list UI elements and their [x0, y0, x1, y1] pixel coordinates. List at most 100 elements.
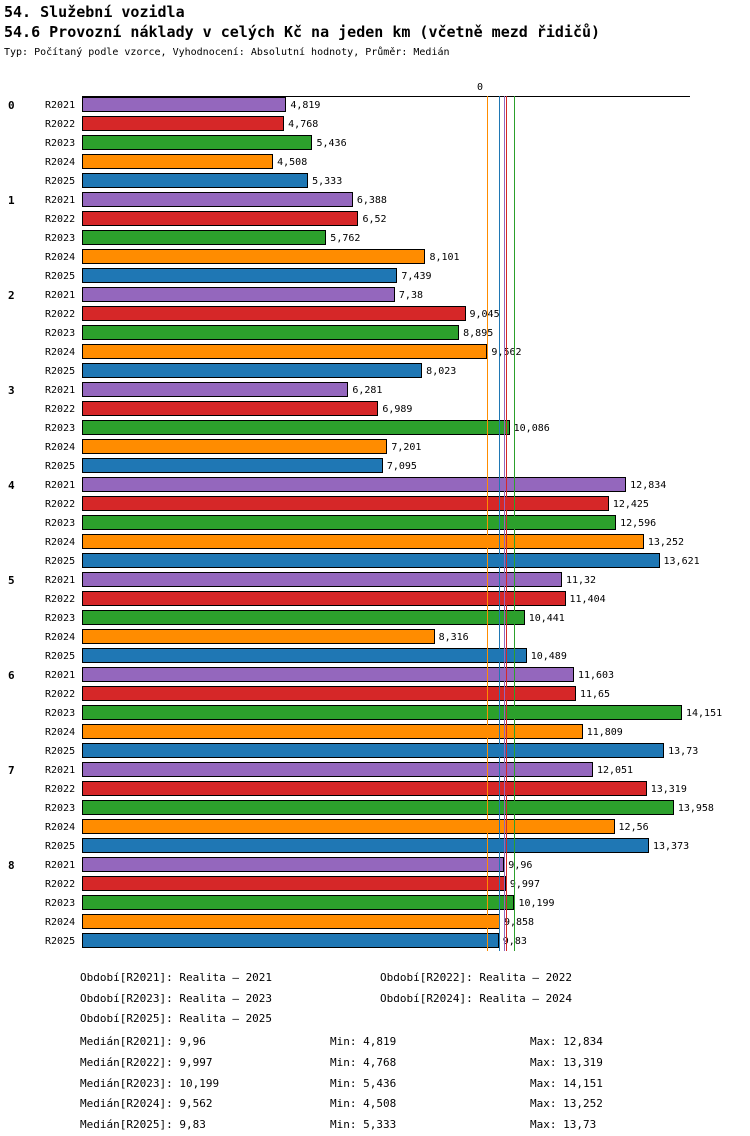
bar-value-label: 12,051 [596, 765, 634, 776]
series-year-label: R2022 [45, 689, 76, 700]
bar [82, 534, 644, 549]
stat-max: Max: 13,252 [530, 1097, 603, 1111]
series-year-label: R2021 [45, 100, 76, 111]
bar [82, 344, 488, 359]
series-year-label: R2021 [45, 195, 76, 206]
bar-value-label: 6,388 [356, 195, 387, 206]
bar [82, 496, 609, 511]
stat-median: Medián[R2022]: 9,997 [80, 1055, 213, 1069]
bar [82, 933, 499, 948]
series-year-label: R2025 [45, 366, 76, 377]
series-year-label: R2025 [45, 271, 76, 282]
bar [82, 287, 395, 302]
bar-value-label: 11,32 [565, 575, 597, 586]
bar-value-label: 9,858 [503, 917, 535, 928]
bar-value-label: 14,151 [686, 708, 723, 719]
bar [82, 211, 359, 226]
stat-min: Min: 5,436 [330, 1076, 397, 1090]
stat-min: Min: 4,819 [330, 1035, 397, 1048]
series-year-label: R2021 [45, 670, 76, 681]
bar-value-label: 13,373 [653, 841, 690, 852]
stat-max: Max: 14,151 [530, 1076, 603, 1090]
bar [82, 306, 466, 321]
series-year-label: R2024 [45, 632, 76, 643]
series-year-label: R2024 [45, 442, 76, 453]
bar [82, 857, 505, 872]
report-title: 54. Služební vozidla [4, 3, 185, 21]
bar [82, 173, 309, 188]
series-year-label: R2023 [45, 423, 76, 434]
bar-value-label: 5,333 [312, 176, 343, 187]
bar-value-label: 10,199 [518, 898, 555, 909]
series-year-label: R2021 [45, 290, 76, 301]
series-year-label: R2023 [45, 803, 76, 814]
series-year-label: R2025 [45, 936, 76, 947]
bar [82, 154, 274, 169]
series-year-label: R2022 [45, 594, 76, 605]
bar [82, 819, 615, 834]
bar [82, 838, 649, 853]
series-year-label: R2025 [45, 461, 76, 472]
bar [82, 192, 353, 207]
bar [82, 363, 423, 378]
stat-median: Medián[R2024]: 9,562 [80, 1097, 213, 1111]
bar [82, 420, 510, 435]
bar-value-label: 4,508 [277, 157, 308, 168]
bar [82, 610, 525, 625]
bar [82, 648, 527, 663]
bar [82, 97, 287, 112]
bar-value-label: 10,086 [513, 423, 550, 434]
bar-value-label: 12,425 [612, 499, 649, 510]
bar [82, 268, 398, 283]
legend-item: Období[R2023]: Realita – 2023 [80, 991, 273, 1005]
bar-value-label: 4,819 [290, 100, 321, 111]
bar-value-label: 6,52 [362, 214, 387, 225]
bar-value-label: 4,768 [288, 119, 319, 130]
bar [82, 743, 665, 758]
x-axis-line [82, 96, 690, 97]
group-label: 6 [8, 669, 15, 682]
bar [82, 382, 349, 397]
bar-value-label: 6,281 [352, 385, 383, 396]
stat-median: Medián[R2025]: 9,83 [80, 1118, 206, 1132]
bar [82, 762, 593, 777]
bar [82, 477, 627, 492]
bar [82, 591, 566, 606]
series-year-label: R2025 [45, 746, 76, 757]
bar-value-label: 5,436 [316, 138, 347, 149]
bar [82, 781, 647, 796]
bar-value-label: 7,439 [401, 271, 432, 282]
series-year-label: R2021 [45, 860, 76, 871]
series-year-label: R2024 [45, 252, 76, 263]
series-year-label: R2023 [45, 328, 76, 339]
group-label: 4 [8, 479, 15, 492]
stat-max: Max: 12,834 [530, 1035, 603, 1048]
bar-value-label: 8,316 [438, 632, 469, 643]
bar-value-label: 5,762 [330, 233, 361, 244]
group-label: 0 [8, 99, 15, 112]
bar [82, 876, 506, 891]
legend-item: Období[R2024]: Realita – 2024 [380, 991, 573, 1005]
median-line-R2021 [504, 96, 506, 951]
series-year-label: R2023 [45, 138, 76, 149]
group-label: 3 [8, 384, 15, 397]
bar [82, 553, 660, 568]
series-year-label: R2022 [45, 404, 76, 415]
median-line-R2022 [505, 96, 507, 951]
series-year-label: R2025 [45, 651, 76, 662]
group-label: 8 [8, 859, 15, 872]
bar-value-label: 11,603 [577, 670, 615, 681]
bar [82, 230, 327, 245]
series-year-label: R2023 [45, 518, 76, 529]
bar-value-label: 7,201 [391, 442, 422, 453]
bar-value-label: 9,997 [509, 879, 540, 890]
bar-value-label: 12,834 [630, 480, 667, 491]
bar-value-label: 7,38 [398, 290, 423, 301]
legend: Období[R2021]: Realita – 2021 Období[R202… [80, 971, 720, 1033]
series-year-label: R2024 [45, 822, 76, 833]
stat-min: Min: 5,333 [330, 1118, 397, 1132]
bar [82, 705, 682, 720]
group-label: 7 [8, 764, 15, 777]
bar [82, 629, 435, 644]
bar-value-label: 11,65 [579, 689, 611, 700]
